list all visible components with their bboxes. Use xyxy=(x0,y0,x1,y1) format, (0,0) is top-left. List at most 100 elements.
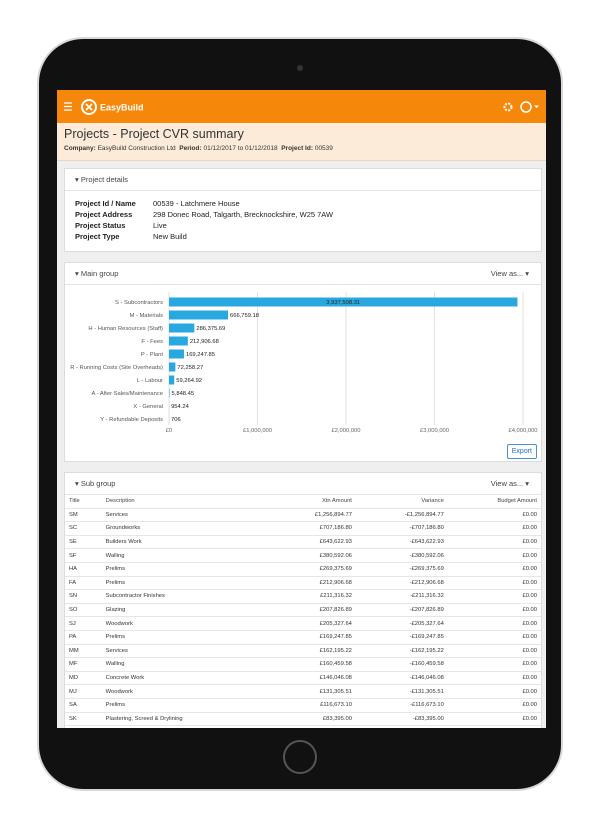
page-title: Projects - Project CVR summary xyxy=(64,127,244,141)
x-tick-label: £0 xyxy=(166,428,172,434)
table-cell: Prelims xyxy=(101,576,268,591)
panel-title[interactable]: Sub group xyxy=(80,479,116,488)
panel-title[interactable]: Main group xyxy=(80,269,119,278)
table-row: SO Glazing £207,826.89 -£207,826.89 £0.00 xyxy=(65,603,541,618)
bar xyxy=(169,323,195,333)
company: EasyBuild Construction Ltd xyxy=(97,145,176,152)
value-label: 5,848.45 xyxy=(172,391,195,397)
table-cell: £0.00 xyxy=(447,725,541,728)
table-cell: -£269,375.69 xyxy=(355,562,448,577)
table-cell: £0.00 xyxy=(447,616,541,631)
value-label: 954.24 xyxy=(171,404,190,410)
table-cell: £0.00 xyxy=(447,684,541,699)
view-as[interactable]: View as... ▾ xyxy=(490,479,529,488)
table-cell: £0.00 xyxy=(447,671,541,686)
panel-title: Project details xyxy=(80,175,128,184)
table-cell: Walling xyxy=(101,548,268,563)
table-row: HA Prelims £269,375.69 -£269,375.69 £0.00 xyxy=(65,562,541,577)
user-icon[interactable] xyxy=(520,101,532,113)
table-cell: £160,459.58 xyxy=(267,657,356,672)
value-label: 212,906.68 xyxy=(190,339,219,345)
table-cell: £207,826.89 xyxy=(267,603,356,618)
table-cell: -£205,327.64 xyxy=(355,616,448,631)
menu-icon[interactable] xyxy=(64,102,72,111)
table-cell: Woodwork xyxy=(101,684,268,699)
table-cell: £643,622.93 xyxy=(267,535,356,550)
bar xyxy=(169,349,184,359)
value-label: 169,247.85 xyxy=(186,352,215,358)
field-label: Project Address xyxy=(75,210,133,219)
table-cell: £0.00 xyxy=(447,698,541,713)
table-cell: £380,592.06 xyxy=(267,548,356,563)
column-header: Description xyxy=(101,495,268,509)
table-cell: -£380,592.06 xyxy=(355,548,448,563)
field-value: 00539 - Latchmere House xyxy=(153,199,240,208)
table-row: SM Services £1,256,894.77 -£1,256,894.77 £0.… xyxy=(65,508,541,523)
x-tick-label: £2,000,000 xyxy=(331,428,360,434)
table-cell: Woodwork xyxy=(101,616,268,631)
main-group-panel: ▾ Main group View as... ▾ £0 £1,000,000 £2,… xyxy=(64,262,542,462)
panel-header[interactable]: ▾ Project details xyxy=(65,169,541,191)
table-cell: Plastering, Screed & Drylining xyxy=(101,712,268,727)
table-row: PA Prelims £169,247.85 -£169,247.85 £0.00 xyxy=(65,630,541,645)
table-cell: -£1,256,894.77 xyxy=(355,508,448,523)
brand: EasyBuild xyxy=(100,103,144,113)
bar xyxy=(169,310,229,320)
table-row: SBDemolition£82,139.10-£82,139.10£0.00 xyxy=(65,725,541,728)
table-cell: £83,395.00 xyxy=(267,712,356,727)
table-cell: Builders Work xyxy=(101,535,268,550)
table-row: SK Plastering, Screed & Drylining £83,395.… xyxy=(65,712,541,727)
top-bar-icons: EasyBuild xyxy=(64,99,539,115)
y-tick-label: F - Fees xyxy=(141,339,163,345)
table-row: SC Groundworks £707,186.80 -£707,186.80 £0.0… xyxy=(65,521,541,536)
table-cell: -£131,305.51 xyxy=(355,684,448,699)
column-header: Xtn Amount xyxy=(267,495,356,509)
table-cell: £146,046.08 xyxy=(267,671,356,686)
table-cell: £131,305.51 xyxy=(267,684,356,699)
table-cell: MJ xyxy=(65,684,102,699)
table-row: SE Builders Work £643,622.93 -£643,622.93 £0… xyxy=(65,535,541,550)
header-row: Title Description Xtn Amount Variance Budget… xyxy=(65,495,541,509)
column-header: Title xyxy=(65,495,102,509)
table-cell: Concrete Work xyxy=(101,671,268,686)
column-header: Variance xyxy=(355,495,448,509)
table-row: SJ Woodwork £205,327.64 -£205,327.64 £0.00 xyxy=(65,616,541,631)
table-cell: SN xyxy=(65,589,102,604)
table-cell: -£83,395.00 xyxy=(355,712,448,727)
table-cell: £0.00 xyxy=(447,644,541,659)
y-tick-label: L - Labour xyxy=(137,378,163,384)
x-tick-label: £1,000,000 xyxy=(243,428,272,434)
field-value: Live xyxy=(153,221,167,230)
table-cell: £162,195.22 xyxy=(267,644,356,659)
value-label: 286,375.69 xyxy=(196,326,225,332)
column-header: Budget Amount xyxy=(447,495,541,509)
project-id: 00539 xyxy=(314,145,333,152)
table-cell: £0.00 xyxy=(447,535,541,550)
bar xyxy=(169,375,175,385)
table-cell: SF xyxy=(65,548,102,563)
export-button[interactable]: Export xyxy=(506,444,537,459)
value-label: 706 xyxy=(171,417,181,423)
y-tick-label: A - After Sales/Maintenance xyxy=(91,391,163,397)
table-cell: HA xyxy=(65,562,102,577)
table-cell: -£643,622.93 xyxy=(355,535,448,550)
bar xyxy=(169,388,170,398)
table-cell: £169,247.85 xyxy=(267,630,356,645)
page-subtitle: Company: EasyBuild Construction Ltd Peri… xyxy=(64,145,333,152)
table-cell: SA xyxy=(65,698,102,713)
view-as-label: View as... xyxy=(490,479,524,488)
y-tick-label: Y - Refundable Deposits xyxy=(100,417,163,423)
field-label: Project Status xyxy=(75,221,126,230)
view-as[interactable]: View as... ▾ xyxy=(490,269,529,278)
settings-icon[interactable] xyxy=(503,102,513,112)
x-tick-label: £3,000,000 xyxy=(420,428,449,434)
table-cell: £0.00 xyxy=(447,508,541,523)
top-bar: EasyBuild xyxy=(57,90,546,123)
table-cell: SC xyxy=(65,521,102,536)
table-cell: MD xyxy=(65,671,102,686)
y-tick-label: M - Materials xyxy=(130,313,164,319)
table-cell: FA xyxy=(65,576,102,591)
table-cell: SE xyxy=(65,535,102,550)
chart: £0 £1,000,000 £2,000,000 £3,000,000 £4,000,0… xyxy=(70,292,538,434)
